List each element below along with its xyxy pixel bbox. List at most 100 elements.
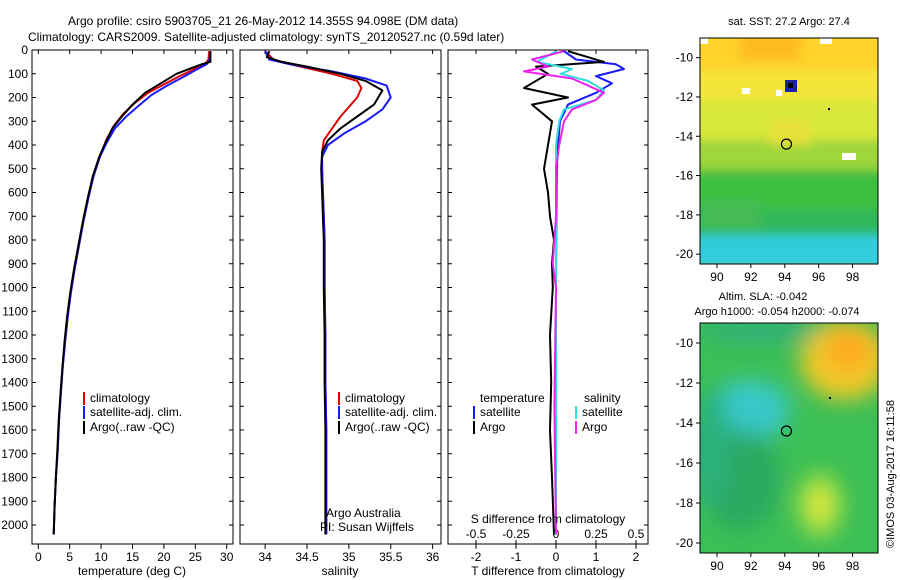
- x-tick-label: 5: [66, 550, 73, 564]
- x-tick-label: 35: [342, 550, 356, 564]
- difference-plot: -2 -1 0 1 2-0.5 -0.25 0 0.25 0.5: [466, 50, 645, 564]
- x-tick-label: 15: [126, 550, 140, 564]
- map-x-tick-label: 98: [846, 559, 860, 573]
- depth-ticks: 0 100 200 300 400 500 600 700 800 900 1000 1100 1200…: [1, 43, 648, 532]
- credit-line-1: Argo Australia: [326, 506, 401, 520]
- map-y-tick-label: -10: [676, 51, 694, 65]
- temperature-legend: climatology satellite-adj. clim. Argo(..…: [83, 391, 182, 434]
- legend-label-argo: Argo(..raw -QC): [345, 420, 430, 434]
- series-line: [535, 50, 605, 535]
- temperature-panel-frame: [31, 49, 234, 545]
- x-tick-label: 34.5: [295, 550, 319, 564]
- series-line: [265, 50, 384, 535]
- depth-tick-label: 800: [8, 233, 28, 247]
- difference-legend: temperature salinity satellite Argo sate…: [473, 391, 623, 434]
- x-tick-label: 20: [157, 550, 171, 564]
- sla-map-frame: [699, 322, 879, 554]
- sst-map-title: sat. SST: 27.2 Argo: 27.4: [728, 16, 850, 28]
- salinity-legend: climatology satellite-adj. clim. Argo(..…: [338, 391, 437, 434]
- s-tick-label: -0.25: [502, 527, 530, 541]
- x-tick-label: -1: [511, 550, 522, 564]
- legend-label-satellite: satellite-adj. clim.: [345, 405, 437, 419]
- depth-tick-label: 200: [8, 91, 28, 105]
- x-tick-label: 10: [94, 550, 108, 564]
- map-y-tick-label: -12: [676, 376, 694, 390]
- sla-map: [700, 323, 878, 553]
- header-title: Argo profile: csiro 5903705_21 26-May-20…: [68, 14, 458, 28]
- temperature-plot: 0 5 10 15 20 25 30: [35, 50, 234, 564]
- temperature-axis-label: temperature (deg C): [78, 564, 186, 578]
- x-tick-label: 0: [35, 550, 42, 564]
- map-y-tick-label: -16: [676, 169, 694, 183]
- x-tick-label: 35.5: [379, 550, 403, 564]
- sla-map-subtitle: Argo h1000: -0.054 h2000: -0.074: [694, 306, 859, 318]
- map-x-tick-label: 92: [744, 270, 758, 284]
- legend-label-temp-argo: Argo: [480, 420, 506, 434]
- legend-label-climatology: climatology: [90, 391, 150, 405]
- sst-map: [700, 38, 878, 264]
- argo-location-marker: [780, 138, 793, 150]
- depth-tick-label: 1300: [1, 352, 28, 366]
- depth-tick-label: 700: [8, 209, 28, 223]
- series-line: [523, 50, 605, 535]
- x-tick-label: 34: [258, 550, 272, 564]
- map-y-tick-label: -20: [676, 536, 694, 550]
- x-tick-label: 0: [553, 550, 560, 564]
- legend-label-climatology: climatology: [345, 391, 405, 405]
- map-x-tick-label: 90: [710, 270, 724, 284]
- map-x-tick-label: 96: [812, 559, 826, 573]
- map-x-tick-label: 92: [744, 559, 758, 573]
- map-y-tick-label: -20: [676, 247, 694, 261]
- x-tick-label: -2: [471, 550, 482, 564]
- s-difference-axis-label: S difference from climatology: [471, 512, 626, 526]
- x-tick-label: 25: [189, 550, 203, 564]
- series-line: [523, 50, 605, 535]
- map-x-tick-label: 98: [846, 270, 860, 284]
- depth-tick-label: 1600: [1, 423, 28, 437]
- series-line: [555, 50, 625, 535]
- x-tick-label: 30: [220, 550, 234, 564]
- legend-header-salinity: salinity: [584, 391, 621, 405]
- x-tick-label: 2: [633, 550, 640, 564]
- series-line: [264, 50, 392, 535]
- map-x-tick-label: 94: [778, 559, 792, 573]
- map-y-tick-label: -10: [676, 336, 694, 350]
- x-tick-label: 36: [426, 550, 440, 564]
- depth-tick-label: 1800: [1, 471, 28, 485]
- legend-label-sal-argo: Argo: [582, 420, 608, 434]
- legend-label-temp-satellite: satellite: [480, 405, 521, 419]
- depth-tick-label: 1500: [1, 399, 28, 413]
- series-line: [52, 51, 211, 535]
- map-x-tick-label: 94: [778, 270, 792, 284]
- s-tick-label: -0.5: [466, 527, 487, 541]
- sst-map-axes: 90 92 94 96 98 -10 -12 -14 -16 -18 -20: [676, 51, 860, 284]
- salinity-axis-label: salinity: [322, 564, 359, 578]
- depth-tick-label: 400: [8, 138, 28, 152]
- depth-tick-label: 600: [8, 186, 28, 200]
- depth-tick-label: 1100: [2, 304, 28, 318]
- salinity-plot: 34 34.5 35 35.5 36: [258, 50, 440, 564]
- s-tick-label: 0.5: [628, 527, 645, 541]
- x-tick-label: 1: [593, 550, 600, 564]
- depth-tick-label: 500: [8, 162, 28, 176]
- map-y-tick-label: -18: [676, 496, 694, 510]
- map-y-tick-label: -16: [676, 456, 694, 470]
- imos-watermark: ©IMOS 03-Aug-2017 16:11:58: [885, 400, 897, 548]
- map-y-tick-label: -14: [676, 416, 694, 430]
- t-difference-axis-label: T difference from climatology: [471, 564, 625, 578]
- depth-tick-label: 900: [8, 257, 28, 271]
- series-line: [52, 51, 212, 535]
- argo-location-marker: [780, 425, 793, 437]
- depth-tick-label: 1700: [1, 447, 28, 461]
- legend-label-sal-satellite: satellite: [582, 405, 623, 419]
- depth-tick-label: 1000: [1, 281, 28, 295]
- sla-map-title: Altim. SLA: -0.042: [719, 291, 808, 303]
- map-x-tick-label: 90: [710, 559, 724, 573]
- depth-tick-label: 2000: [1, 518, 28, 532]
- map-y-tick-label: -12: [676, 90, 694, 104]
- credit-line-2: PI: Susan Wijffels: [320, 520, 414, 534]
- difference-panel-frame: [447, 49, 649, 545]
- salinity-panel-frame: [239, 49, 442, 545]
- s-tick-label: 0.25: [584, 527, 608, 541]
